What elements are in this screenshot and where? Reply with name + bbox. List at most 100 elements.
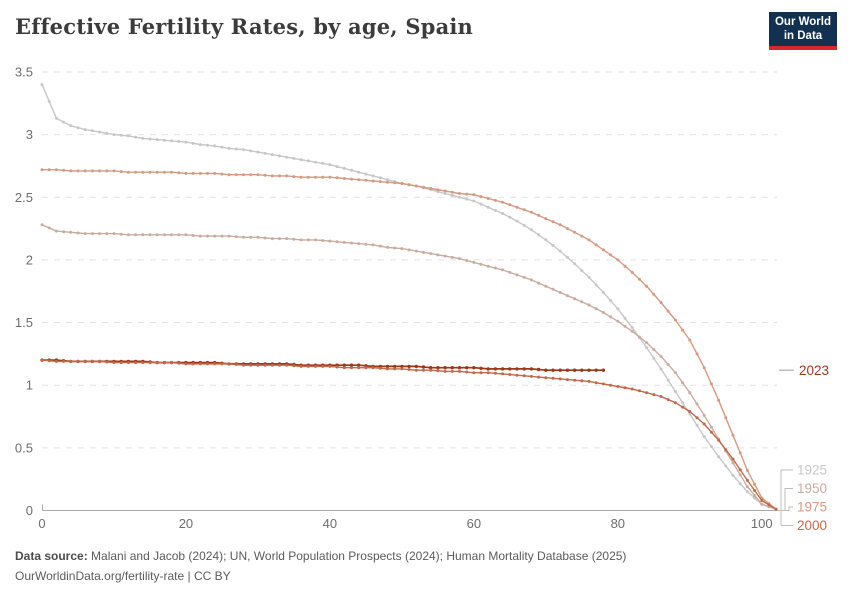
- series-dot-2000: [162, 361, 166, 365]
- series-dot-1925: [206, 143, 209, 147]
- series-dot-2023: [486, 367, 490, 371]
- series-dot-2023: [558, 368, 562, 372]
- owid-logo[interactable]: Our World in Data: [769, 12, 837, 50]
- series-dot-2000: [414, 368, 418, 372]
- series-dot-1925: [314, 160, 317, 164]
- series-dot-1975: [717, 398, 721, 402]
- series-dot-1975: [601, 248, 605, 252]
- series-dot-1950: [285, 237, 289, 241]
- series-dot-1925: [659, 367, 663, 371]
- series-dot-2000: [745, 478, 749, 482]
- series-dot-1975: [105, 169, 109, 173]
- series-dot-1925: [666, 378, 670, 382]
- series-dot-1975: [278, 174, 281, 178]
- y-tick-label: 3.5: [15, 64, 33, 79]
- series-dot-2000: [422, 368, 425, 372]
- series-dot-1950: [479, 262, 483, 266]
- series-dot-1925: [386, 178, 389, 182]
- series-dot-1950: [306, 238, 310, 242]
- series-label-1925[interactable]: 1925: [797, 463, 827, 478]
- series-dot-2000: [580, 379, 584, 383]
- series-dot-1975: [529, 210, 533, 214]
- series-dot-1950: [551, 287, 555, 291]
- series-label-1950[interactable]: 1950: [797, 481, 827, 496]
- series-dot-2000: [760, 499, 764, 502]
- series-dot-1925: [170, 139, 174, 143]
- series-dot-1975: [429, 187, 433, 190]
- series-dot-1925: [198, 143, 202, 147]
- series-dot-1975: [134, 170, 138, 174]
- series-dot-2023: [544, 368, 548, 372]
- series-dot-2000: [328, 364, 332, 368]
- series-dot-1975: [450, 190, 454, 194]
- x-tick-label: 60: [467, 516, 481, 531]
- series-dot-1925: [565, 255, 569, 259]
- series-dot-1925: [537, 233, 541, 237]
- series-dot-1975: [558, 223, 562, 227]
- series-dot-1925: [184, 140, 188, 144]
- series-dot-1950: [673, 371, 677, 375]
- series-dot-1950: [198, 234, 202, 238]
- series-dot-1950: [738, 473, 742, 477]
- series-dot-1925: [47, 99, 51, 103]
- series-dot-1975: [645, 284, 649, 288]
- series-dot-1950: [760, 502, 764, 506]
- series-dot-1975: [666, 309, 670, 313]
- series-dot-1950: [98, 232, 102, 236]
- series-label-2000[interactable]: 2000: [797, 518, 827, 533]
- series-dot-1950: [54, 229, 58, 233]
- series-dot-1950: [378, 244, 382, 248]
- series-dot-2000: [134, 361, 138, 365]
- series-dot-1975: [306, 175, 310, 179]
- series-dot-2000: [357, 366, 361, 370]
- series-dot-1975: [544, 217, 548, 221]
- series-dot-2023: [414, 364, 418, 369]
- series-label-1975[interactable]: 1975: [797, 500, 827, 515]
- series-dot-2000: [659, 395, 663, 398]
- series-dot-1975: [40, 168, 44, 172]
- series-dot-1925: [321, 161, 325, 165]
- series-dot-2000: [609, 383, 613, 387]
- license-link[interactable]: OurWorldinData.org/fertility-rate | CC B…: [15, 569, 231, 583]
- series-dot-1950: [407, 248, 411, 252]
- series-dot-1975: [371, 179, 375, 183]
- series-dot-1925: [76, 126, 80, 130]
- owid-logo-line1: Our World: [774, 16, 831, 28]
- series-dot-1925: [285, 155, 289, 159]
- series-dot-1925: [551, 244, 555, 247]
- series-dot-2000: [191, 362, 195, 366]
- series-label-2023[interactable]: 2023: [799, 363, 829, 378]
- series-dot-1975: [753, 482, 757, 486]
- series-dot-1950: [162, 233, 166, 237]
- series-dot-1975: [565, 227, 569, 231]
- series-dot-2000: [695, 416, 699, 420]
- series-dot-1950: [529, 278, 533, 282]
- series-dot-1975: [126, 170, 130, 174]
- series-dot-2000: [479, 371, 483, 375]
- series-dot-1950: [587, 303, 591, 307]
- x-tick-label: 20: [179, 516, 193, 531]
- series-dot-2000: [407, 368, 411, 371]
- series-dot-1925: [594, 283, 598, 287]
- series-dot-1925: [112, 133, 116, 137]
- series-dot-1975: [709, 382, 713, 386]
- series-dot-1950: [458, 257, 461, 261]
- series-dot-2000: [681, 405, 685, 409]
- series-dot-2000: [98, 359, 102, 363]
- series-dot-2000: [270, 363, 274, 367]
- series-dot-2023: [443, 366, 447, 370]
- series-dot-2000: [170, 361, 174, 365]
- series-dot-1975: [386, 180, 389, 184]
- series-dot-1950: [47, 226, 51, 230]
- series-dot-1950: [659, 354, 663, 358]
- series-dot-2023: [400, 364, 404, 369]
- series-dot-1975: [220, 172, 224, 176]
- series-dot-2000: [227, 362, 231, 366]
- series-dot-1950: [314, 238, 317, 242]
- series-dot-1925: [141, 136, 145, 140]
- series-dot-1925: [249, 149, 253, 153]
- series-dot-1950: [486, 264, 490, 268]
- series-dot-1975: [479, 195, 483, 199]
- series-dot-2000: [724, 448, 728, 452]
- series-dot-1925: [529, 228, 533, 232]
